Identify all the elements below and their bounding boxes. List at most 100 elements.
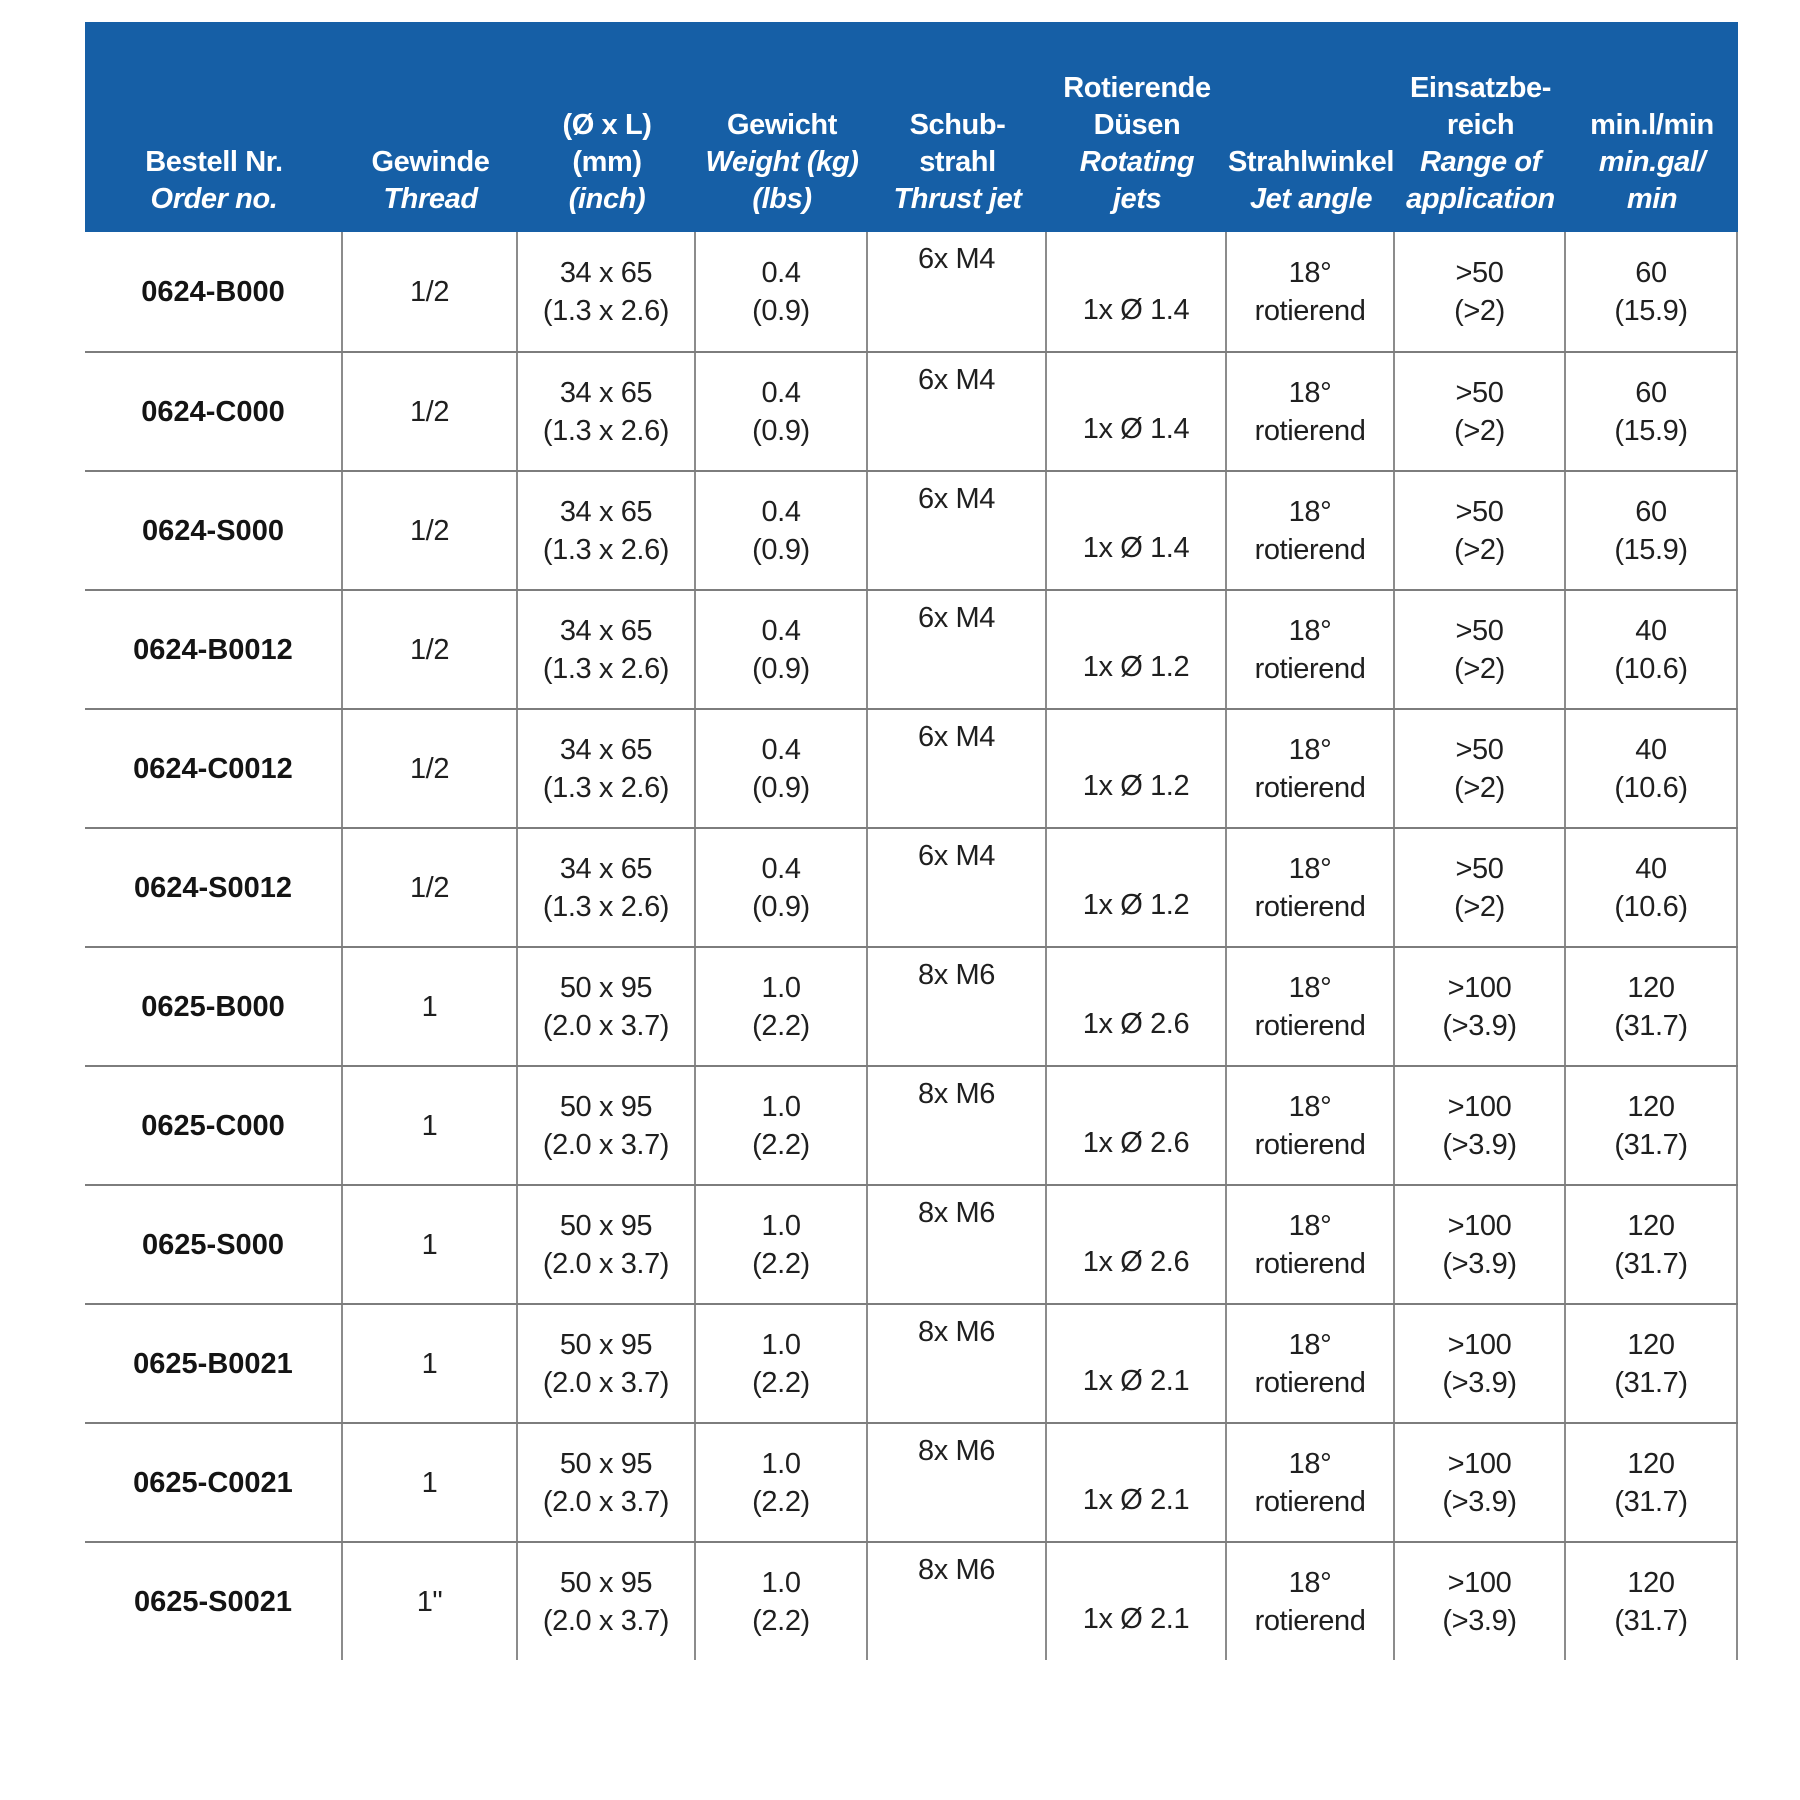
cell-dimensions: 50 x 95 (2.0 x 3.7)	[518, 1543, 696, 1660]
cell-order-no: 0625-B000	[85, 948, 343, 1065]
cell-order-no: 0625-S0021	[85, 1543, 343, 1660]
header-order-no-line: Bestell Nr.	[145, 146, 283, 178]
cell-dimensions-line: (1.3 x 2.6)	[542, 533, 670, 566]
cell-range-line: >50	[1455, 376, 1504, 409]
cell-order-no: 0624-C000	[85, 353, 343, 470]
cell-thrust-jet: 8x M6	[868, 1067, 1047, 1184]
cell-thread: 1/2	[343, 829, 518, 946]
cell-range-line: (>3.9)	[1442, 1128, 1517, 1161]
cell-thrust-jet: 8x M6	[868, 948, 1047, 1065]
cell-thrust-jet: 6x M4	[868, 232, 1047, 351]
cell-weight-line: (0.9)	[752, 414, 810, 447]
cell-order-no: 0624-C0012	[85, 710, 343, 827]
cell-thread-value: 1/2	[409, 514, 450, 547]
cell-weight-line: 0.4	[761, 733, 801, 766]
cell-thread-value: 1/2	[409, 633, 450, 666]
cell-range: >50 (>2)	[1395, 710, 1566, 827]
cell-thread: 1"	[343, 1543, 518, 1660]
cell-thrust-jet: 8x M6	[868, 1305, 1047, 1422]
cell-flow-line: 60	[1635, 495, 1667, 528]
cell-flow: 120 (31.7)	[1566, 1186, 1738, 1303]
cell-flow-line: (31.7)	[1614, 1009, 1688, 1042]
cell-weight-line: 0.4	[761, 852, 801, 885]
cell-flow-line: (31.7)	[1614, 1604, 1688, 1637]
header-thread-line: Gewinde	[371, 146, 490, 178]
cell-rotating-jets-value: 1x Ø 2.1	[1082, 1484, 1190, 1516]
cell-range-line: (>2)	[1454, 652, 1505, 685]
cell-jet-angle: 18° rotierend	[1227, 1186, 1395, 1303]
cell-flow-line: 60	[1635, 376, 1667, 409]
header-weight-line: Gewicht	[727, 109, 837, 141]
cell-dimensions-line: (1.3 x 2.6)	[542, 771, 670, 804]
cell-dimensions: 50 x 95 (2.0 x 3.7)	[518, 1424, 696, 1541]
cell-thrust-jet-value: 6x M4	[918, 364, 995, 396]
cell-range-line: (>2)	[1454, 414, 1505, 447]
cell-dimensions-line: (2.0 x 3.7)	[542, 1485, 670, 1518]
cell-flow: 120 (31.7)	[1566, 1305, 1738, 1422]
header-range-of-application-line: Einsatzbe-	[1409, 72, 1552, 104]
cell-thrust-jet: 8x M6	[868, 1186, 1047, 1303]
cell-dimensions-line: 50 x 95	[559, 1209, 653, 1242]
header-range-of-application: Einsatzbe-reich Range of application	[1395, 22, 1566, 232]
cell-weight: 1.0 (2.2)	[696, 1424, 868, 1541]
header-min-flow-line: min.l/min	[1590, 109, 1714, 141]
header-dimensions-line: (Ø x L)	[562, 109, 652, 141]
cell-dimensions: 34 x 65 (1.3 x 2.6)	[518, 710, 696, 827]
cell-thrust-jet: 6x M4	[868, 829, 1047, 946]
cell-flow: 40 (10.6)	[1566, 710, 1738, 827]
cell-rotating-jets-value: 1x Ø 1.4	[1082, 294, 1190, 326]
cell-order-no-value: 0624-C0012	[133, 752, 293, 785]
cell-rotating-jets-value: 1x Ø 1.4	[1082, 532, 1190, 564]
cell-dimensions-line: 50 x 95	[559, 1090, 653, 1123]
cell-thrust-jet-value: 6x M4	[918, 840, 995, 872]
cell-jet-angle-line: 18°	[1288, 733, 1332, 766]
cell-dimensions-line: (2.0 x 3.7)	[542, 1128, 670, 1161]
cell-flow-line: 40	[1635, 614, 1667, 647]
cell-order-no: 0624-S000	[85, 472, 343, 589]
cell-rotating-jets-value: 1x Ø 1.2	[1082, 889, 1190, 921]
cell-dimensions-line: (2.0 x 3.7)	[542, 1604, 670, 1637]
cell-weight-line: (2.2)	[752, 1128, 810, 1161]
cell-dimensions-line: (1.3 x 2.6)	[542, 294, 670, 327]
cell-jet-angle: 18° rotierend	[1227, 710, 1395, 827]
cell-order-no-value: 0625-S000	[142, 1228, 284, 1261]
cell-weight-line: (2.2)	[752, 1485, 810, 1518]
cell-thread-value: 1	[421, 1347, 438, 1380]
cell-weight-line: (0.9)	[752, 890, 810, 923]
cell-flow: 60 (15.9)	[1566, 232, 1738, 351]
cell-rotating-jets: 1x Ø 2.1	[1047, 1305, 1227, 1422]
cell-thread: 1	[343, 1424, 518, 1541]
cell-thrust-jet: 6x M4	[868, 472, 1047, 589]
header-dimensions-line: (mm)	[572, 146, 642, 178]
cell-dimensions-line: 34 x 65	[559, 733, 653, 766]
cell-weight-line: 1.0	[761, 1328, 801, 1361]
cell-flow-line: 60	[1635, 256, 1667, 289]
header-thrust-jet: Schub-strahl Thrust jet	[868, 22, 1047, 232]
header-thread: Gewinde Thread	[343, 22, 518, 232]
cell-flow: 60 (15.9)	[1566, 472, 1738, 589]
cell-weight: 0.4 (0.9)	[696, 232, 868, 351]
header-thrust-jet-line: Schub-	[909, 109, 1006, 141]
cell-dimensions: 50 x 95 (2.0 x 3.7)	[518, 1305, 696, 1422]
header-thrust-jet-line: Thrust jet	[893, 183, 1022, 215]
cell-rotating-jets-value: 1x Ø 1.4	[1082, 413, 1190, 445]
cell-jet-angle: 18° rotierend	[1227, 1067, 1395, 1184]
cell-weight: 0.4 (0.9)	[696, 829, 868, 946]
header-weight: Gewicht Weight (kg) (lbs)	[696, 22, 868, 232]
cell-jet-angle: 18° rotierend	[1227, 472, 1395, 589]
cell-rotating-jets: 1x Ø 1.4	[1047, 353, 1227, 470]
table-row: 0624-C000 1/2 34 x 65 (1.3 x 2.6) 0.4 (0.9) 6x…	[85, 351, 1738, 470]
cell-jet-angle-line: 18°	[1288, 1566, 1332, 1599]
cell-range: >100 (>3.9)	[1395, 1424, 1566, 1541]
product-spec-table: Bestell Nr. Order no. Gewinde Thread (Ø x L)…	[85, 22, 1738, 1660]
table-row: 0625-C000 1 50 x 95 (2.0 x 3.7) 1.0 (2.2) 8x M…	[85, 1065, 1738, 1184]
cell-jet-angle-line: 18°	[1288, 256, 1332, 289]
cell-range-line: >50	[1455, 852, 1504, 885]
cell-order-no-value: 0625-B000	[141, 990, 285, 1023]
cell-weight: 0.4 (0.9)	[696, 353, 868, 470]
cell-thrust-jet-value: 8x M6	[918, 1197, 995, 1229]
header-min-flow: min.l/min min.gal/min	[1566, 22, 1738, 232]
cell-thread: 1/2	[343, 591, 518, 708]
cell-thrust-jet-value: 6x M4	[918, 721, 995, 753]
cell-thrust-jet-value: 6x M4	[918, 602, 995, 634]
